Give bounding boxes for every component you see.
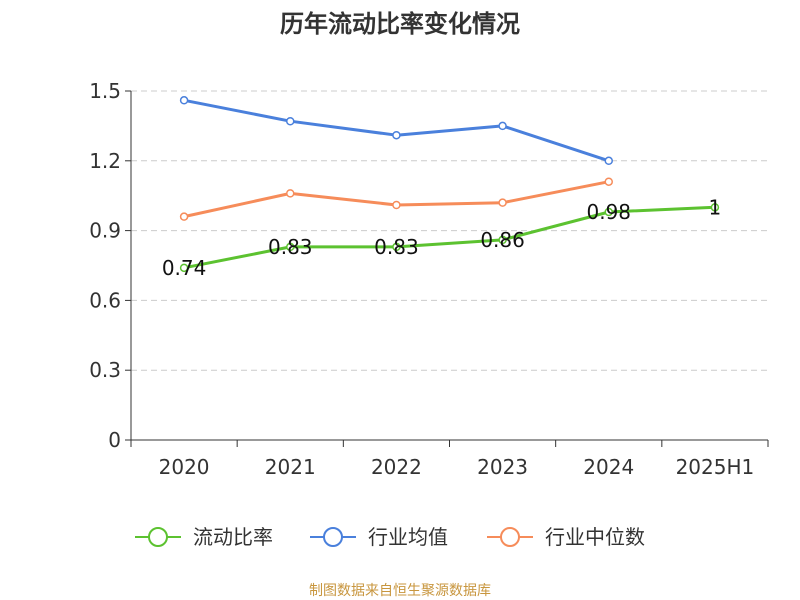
legend-marker	[323, 527, 343, 547]
chart-title: 历年流动比率变化情况	[280, 10, 520, 38]
data-label: 0.83	[374, 235, 419, 259]
data-label: 0.83	[268, 235, 313, 259]
data-point	[286, 189, 295, 198]
series-group	[179, 96, 720, 273]
data-point	[498, 235, 507, 245]
data-point	[604, 156, 613, 166]
x-tick-label: 2020	[159, 455, 210, 479]
data-point	[710, 203, 720, 212]
legend-item: 行业中位数	[487, 525, 645, 549]
data-point	[604, 207, 613, 217]
x-tick-label: 2021	[265, 455, 316, 479]
series-industry-median	[179, 177, 613, 221]
data-label: 0.98	[586, 200, 631, 224]
source-note: 制图数据来自恒生聚源数据库	[309, 583, 491, 599]
series-industry-mean	[179, 96, 613, 166]
legend-label: 行业中位数	[545, 525, 645, 549]
legend-label: 行业均值	[368, 525, 448, 549]
series-line	[183, 180, 610, 219]
y-tick-label: 0	[108, 428, 121, 452]
data-point	[604, 177, 613, 186]
legend-item: 流动比率	[135, 525, 273, 549]
y-tick-label: 0.6	[89, 288, 121, 312]
data-point	[179, 212, 189, 221]
data-label: 0.86	[480, 228, 525, 252]
legend-label: 流动比率	[193, 525, 273, 549]
series-line	[183, 98, 610, 163]
series-current-ratio	[179, 203, 720, 273]
legend-marker	[500, 527, 520, 547]
x-tick-label: 2025H1	[676, 455, 755, 479]
x-tick-label: 2023	[477, 455, 528, 479]
data-point	[286, 242, 295, 252]
y-tick-label: 0.9	[89, 219, 121, 243]
y-tick-label: 0.3	[89, 358, 121, 382]
data-point	[498, 198, 507, 207]
grid-lines	[131, 90, 768, 371]
x-tick-label: 2024	[583, 455, 634, 479]
axes: 0 0.3 0.6 0.9 1.2 1.5 2020 2021 2022 2023 2024 2025…	[89, 79, 769, 479]
data-point	[392, 200, 401, 210]
data-point	[286, 116, 295, 126]
data-point	[392, 130, 401, 140]
data-point	[179, 263, 189, 273]
legend-marker	[148, 527, 168, 547]
legend: 流动比率 行业均值 行业中位数	[135, 525, 645, 549]
data-labels: 0.74 0.83 0.83 0.86 0.98 1	[162, 195, 721, 279]
data-label: 1	[709, 195, 722, 219]
data-label: 0.74	[162, 256, 207, 280]
y-tick-label: 1.5	[89, 79, 121, 103]
series-line	[183, 205, 715, 270]
data-point	[392, 242, 401, 252]
x-tick-label: 2022	[371, 455, 422, 479]
data-point	[498, 121, 507, 131]
data-point	[179, 96, 189, 105]
y-tick-label: 1.2	[89, 149, 121, 173]
legend-item: 行业均值	[310, 525, 448, 549]
